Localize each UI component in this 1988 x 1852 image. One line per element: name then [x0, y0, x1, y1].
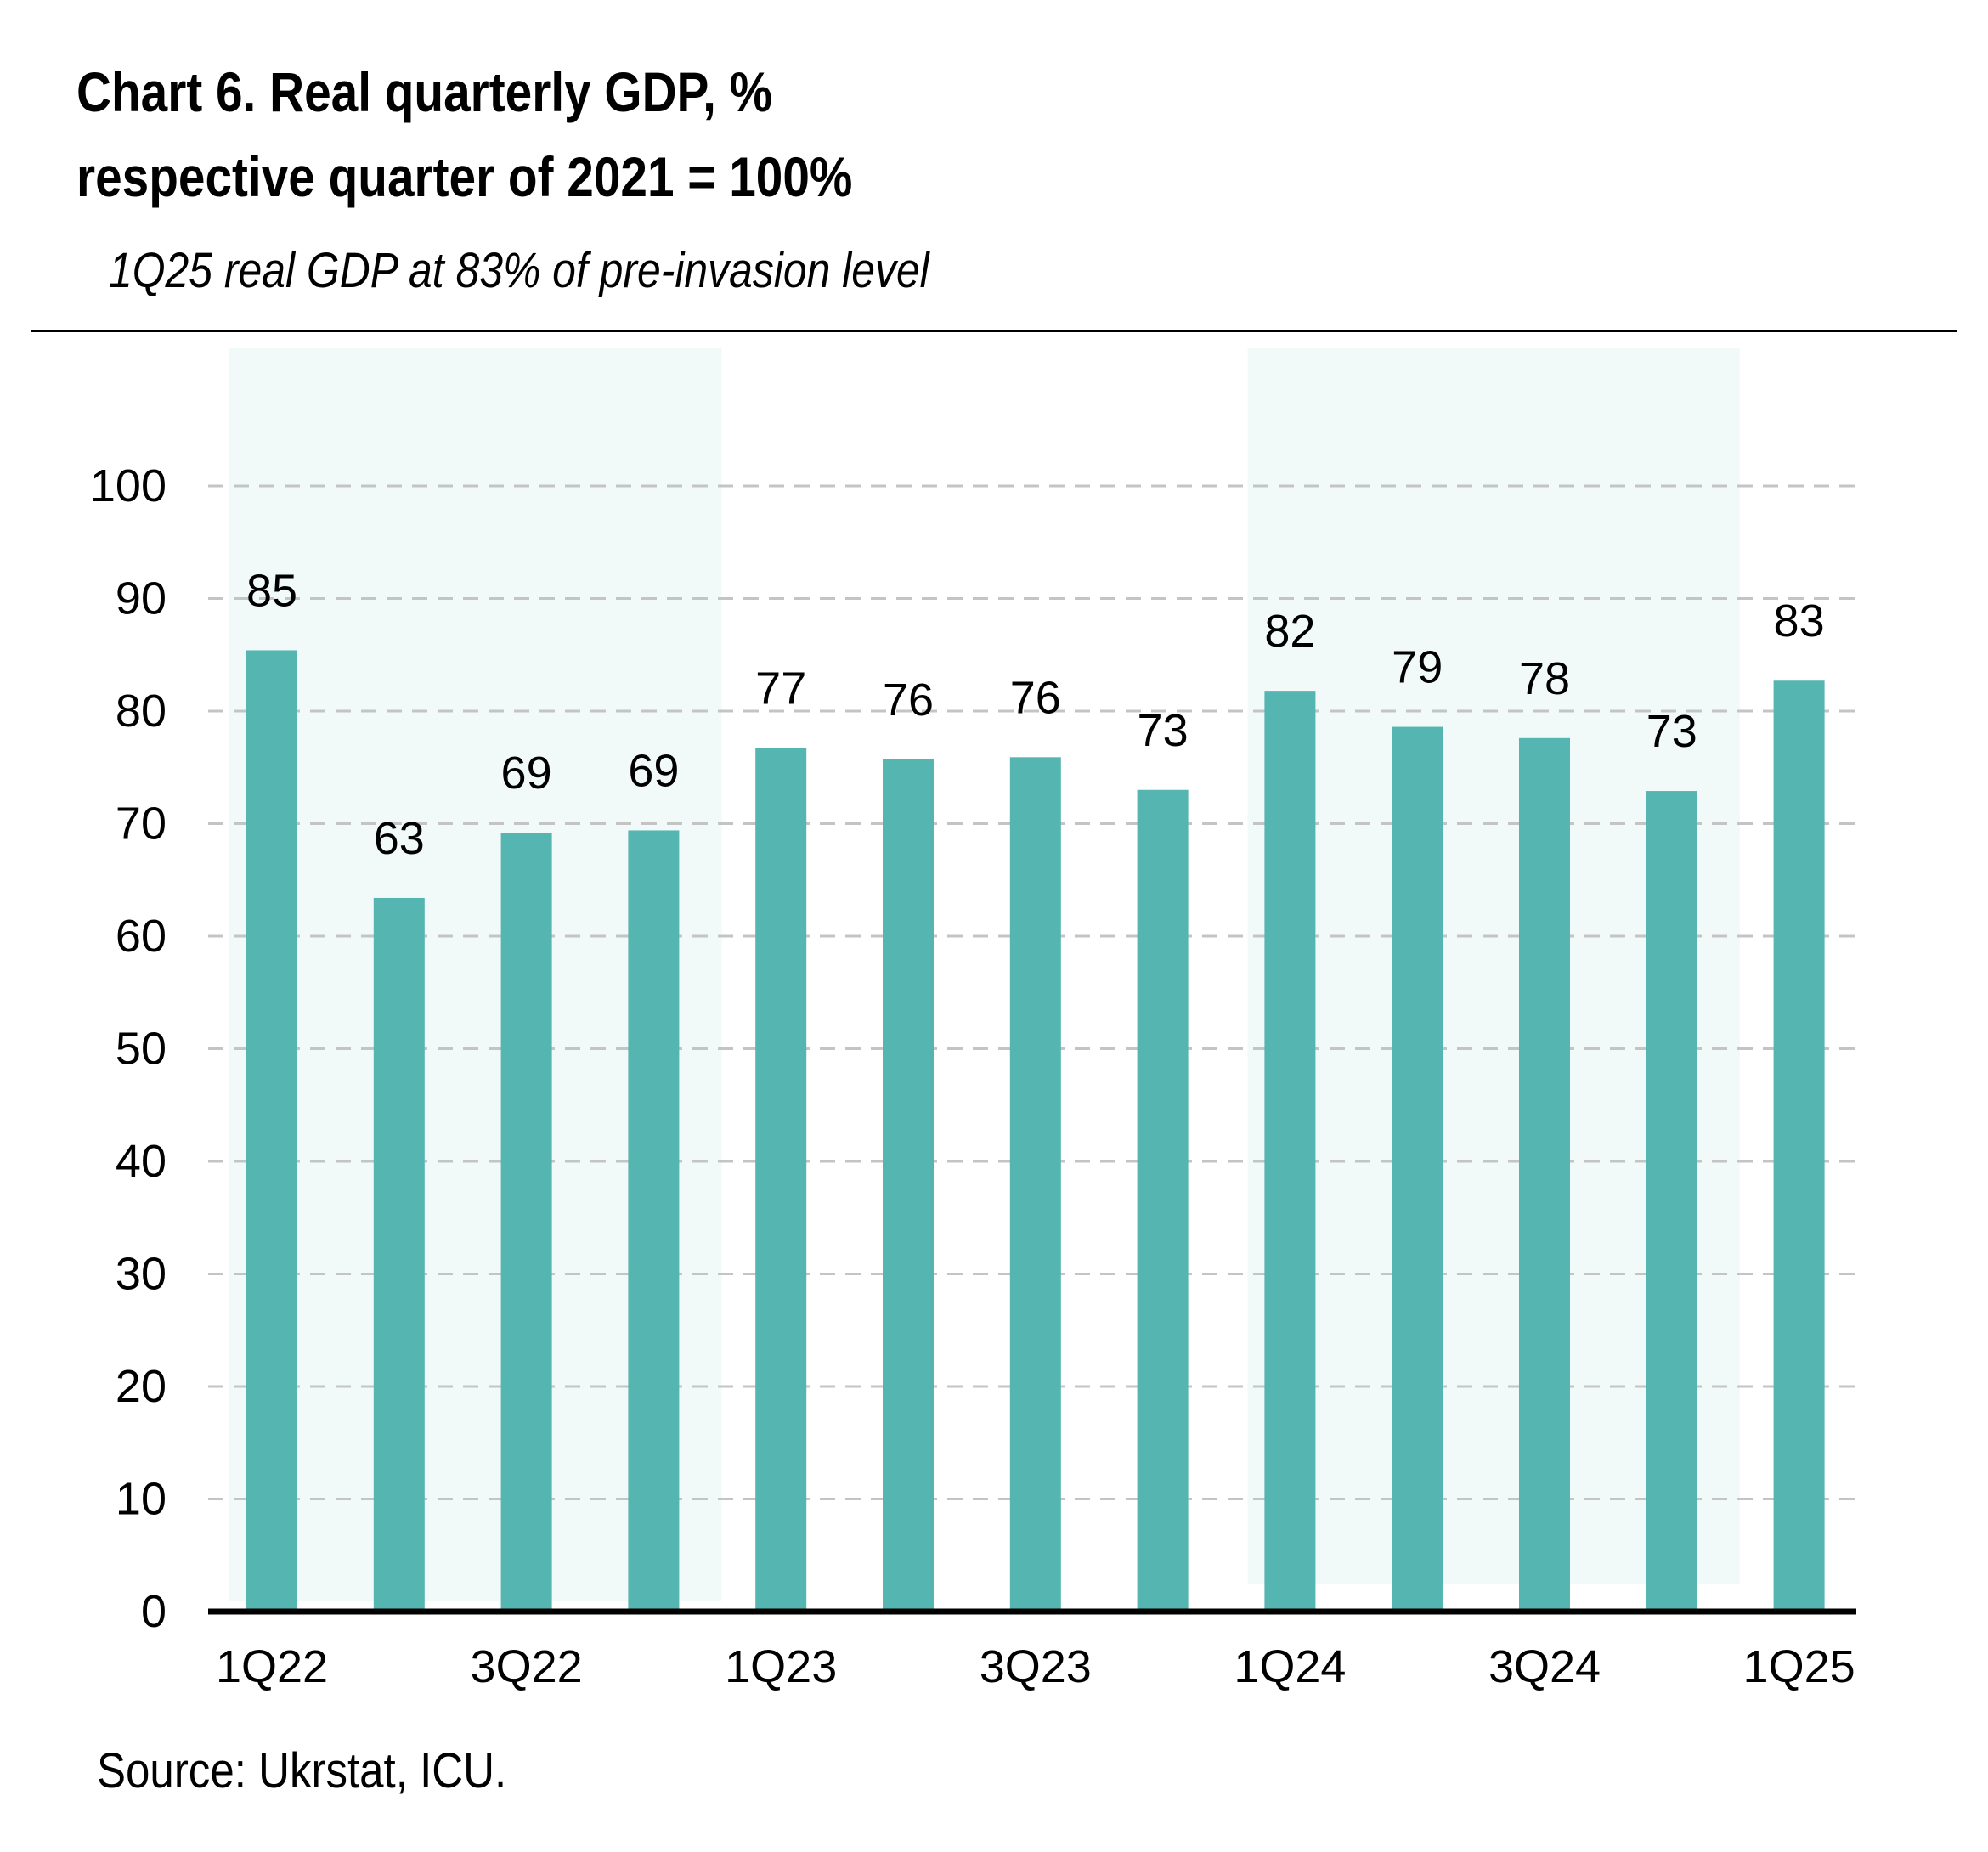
bars	[246, 650, 1825, 1612]
y-tick-label-10: 10	[116, 1474, 167, 1525]
x-tick-label-1Q23: 1Q23	[725, 1641, 837, 1692]
bar-3Q22	[500, 833, 552, 1612]
bar-1Q25	[1773, 680, 1825, 1612]
bar-1Q23	[755, 748, 807, 1612]
bar-3Q23	[1009, 757, 1061, 1612]
bar-4Q24	[1646, 791, 1697, 1612]
y-tick-label-60: 60	[116, 911, 167, 962]
bar-2Q23	[883, 759, 934, 1612]
data-labels: 85 63 69 69 77 76 76 73 82 79 78 73 83	[246, 565, 1825, 864]
shaded-periods	[229, 348, 1740, 1601]
x-tick-label-1Q25: 1Q25	[1743, 1641, 1855, 1692]
data-label-2Q24: 79	[1392, 642, 1443, 693]
source-note: Source: Ukrstat, ICU.	[97, 1743, 507, 1798]
x-tick-label-3Q24: 3Q24	[1488, 1641, 1601, 1692]
data-label-2Q22: 63	[374, 813, 425, 864]
y-tick-label-90: 90	[116, 573, 167, 624]
data-label-1Q23: 77	[755, 663, 806, 714]
y-tick-label-30: 30	[116, 1249, 167, 1300]
x-tick-label-1Q24: 1Q24	[1234, 1641, 1346, 1692]
chart-subtitle: 1Q25 real GDP at 83% of pre-invasion lev…	[109, 243, 929, 298]
y-tick-label-100: 100	[90, 460, 167, 511]
y-tick-label-70: 70	[116, 799, 167, 850]
x-axis-ticks: 1Q22 3Q22 1Q23 3Q23 1Q24 3Q24 1Q25	[216, 1641, 1855, 1692]
header-rule	[31, 330, 1957, 332]
y-tick-label-20: 20	[116, 1361, 167, 1412]
bar-2Q24	[1392, 726, 1443, 1612]
y-tick-label-80: 80	[116, 686, 167, 737]
y-axis-ticks: 0 10 20 30 40 50 60 70 80 90 100	[90, 460, 167, 1637]
data-label-3Q24: 78	[1519, 653, 1570, 704]
data-label-4Q23: 73	[1138, 705, 1189, 756]
x-tick-label-3Q22: 3Q22	[471, 1641, 583, 1692]
y-tick-label-50: 50	[116, 1024, 167, 1075]
x-tick-label-1Q22: 1Q22	[216, 1641, 328, 1692]
chart-title: Chart 6. Real quarterly GDP, % respectiv…	[76, 49, 1465, 219]
data-label-1Q25: 83	[1774, 596, 1825, 647]
data-label-1Q24: 82	[1264, 606, 1315, 657]
data-label-3Q23: 76	[1010, 672, 1061, 723]
title-line-1: Chart 6. Real quarterly GDP, %	[76, 60, 773, 123]
y-tick-label-40: 40	[116, 1136, 167, 1187]
data-label-2Q23: 76	[883, 675, 934, 726]
title-line-2: respective quarter of 2021 = 100%	[76, 145, 853, 208]
data-label-4Q24: 73	[1646, 706, 1697, 757]
bar-4Q22	[628, 830, 680, 1612]
data-label-3Q22: 69	[501, 748, 552, 799]
bar-3Q24	[1519, 737, 1570, 1612]
bar-2Q22	[373, 897, 425, 1612]
data-label-1Q22: 85	[246, 565, 297, 616]
y-tick-label-0: 0	[141, 1586, 167, 1637]
x-tick-label-3Q23: 3Q23	[980, 1641, 1092, 1692]
bar-1Q24	[1264, 691, 1316, 1612]
data-label-4Q22: 69	[628, 745, 679, 796]
bar-4Q23	[1137, 789, 1189, 1612]
bar-1Q22	[246, 650, 297, 1612]
